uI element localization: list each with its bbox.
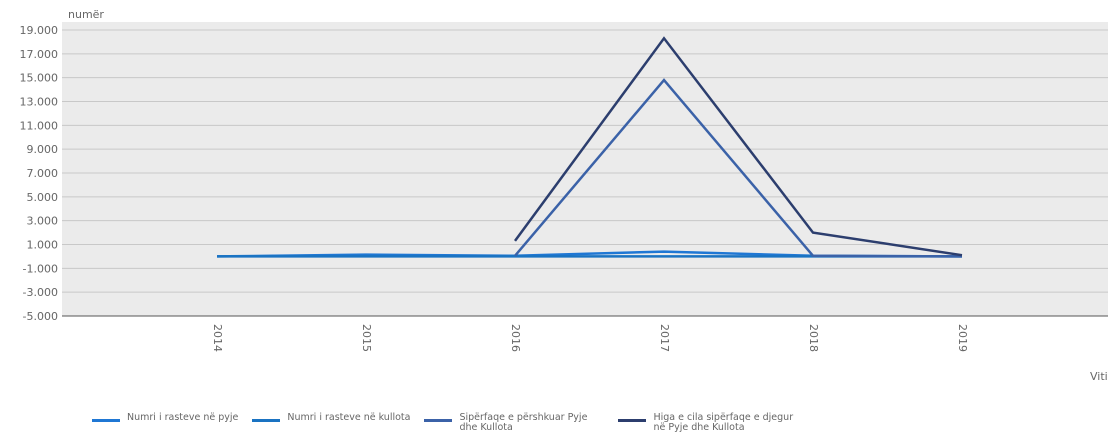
plot-area [62,22,1108,316]
line-chart: 19.000 17.000 15.000 13.000 11.000 9.000 7.000… [20,8,1108,383]
y-tick-label: -3.000 [23,286,58,299]
legend-swatch [618,419,647,422]
y-tick-label: 13.000 [20,96,59,109]
y-tick-label: 5.000 [27,191,59,204]
legend-label: Numri i rasteve në pyje [127,412,239,423]
x-axis-title: Viti [1090,370,1108,383]
legend-label: Numri i rasteve në kullota [287,412,411,423]
y-axis-title: numër [68,8,104,21]
x-tick-label: 2018 [807,324,820,352]
y-tick-label: 19.000 [20,24,59,37]
series-lines [216,36,963,258]
legend-item: Numri i rasteve në pyje [92,413,238,423]
chart-legend: Numri i rasteve në pyje Numri i rasteve n… [92,413,812,433]
y-tick-label: 11.000 [20,119,59,132]
y-tick-label: 7.000 [27,167,59,180]
x-axis-ticks: 2014 2015 2016 2017 2018 2019 [211,324,969,352]
legend-label: Higa e cila sipërfaqe e djegur në Pyje d… [653,412,794,433]
x-tick-label: 2017 [658,324,671,352]
legend-swatch [424,419,453,422]
y-tick-label: 9.000 [27,143,59,156]
gridlines [62,29,1108,317]
series-line-4 [513,36,963,257]
x-tick-label: 2019 [956,324,969,352]
y-tick-label: -5.000 [23,310,58,323]
legend-swatch [252,419,281,422]
legend-item: Sipërfaqe e përshkuar Pyje dhe Kullota [424,413,604,433]
y-tick-label: 15.000 [20,72,59,85]
x-tick-label: 2015 [360,324,373,352]
y-tick-label: 3.000 [27,215,59,228]
y-tick-label: -1.000 [23,262,58,275]
x-tick-label: 2014 [211,324,224,352]
legend-item: Numri i rasteve në kullota [252,413,410,423]
legend-swatch [92,419,120,422]
x-tick-label: 2016 [509,324,522,352]
y-tick-label: 17.000 [20,48,59,61]
legend-item: Higa e cila sipërfaqe e djegur në Pyje d… [618,413,798,433]
series-line-3 [514,78,963,258]
legend-label: Sipërfaqe e përshkuar Pyje dhe Kullota [459,412,588,433]
y-axis-ticks: 19.000 17.000 15.000 13.000 11.000 9.000 7.000… [20,24,59,323]
y-tick-label: 1.000 [27,239,59,252]
